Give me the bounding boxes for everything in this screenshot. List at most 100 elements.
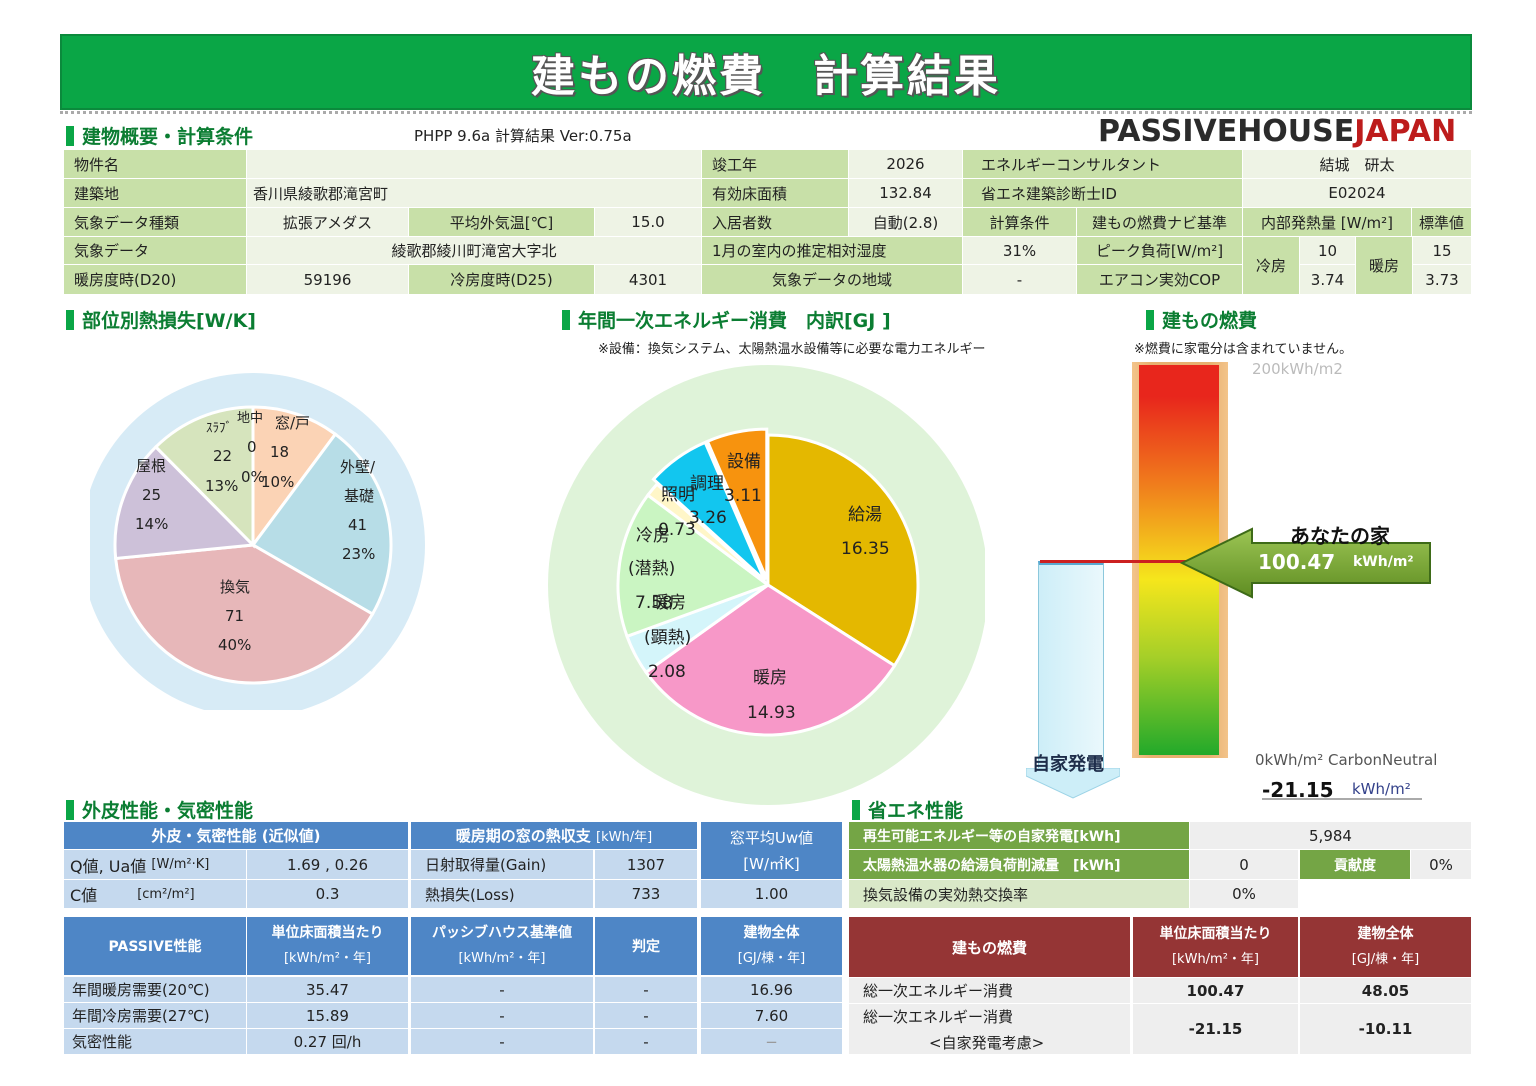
internal-gain-value: 標準値 (1412, 208, 1471, 236)
label-heat-sensible-name2: (顕熱) (644, 628, 691, 648)
cooling-label: 冷房 (1243, 237, 1299, 294)
calc-label: 計算条件 (963, 208, 1076, 236)
hdd-label: 暖房度時(D20) (64, 265, 246, 294)
pie-slice-equipment (705, 427, 769, 580)
humidity-value: 31% (963, 237, 1076, 264)
label-cool-latent-value: 7.58 (635, 593, 673, 613)
label-vent-name: 換気 (220, 578, 250, 596)
contribution-value: 0% (1411, 850, 1471, 879)
property-value (247, 150, 701, 178)
pie-slice-cooking (651, 440, 766, 582)
internal-gain-label: 内部発熱量 [W/m²] (1243, 208, 1411, 236)
site-value: 香川県綾歌郡滝宮町 (247, 179, 701, 207)
c-unit: [cm²/m²] (137, 886, 195, 902)
your-home-value: 100.47 (1258, 550, 1336, 574)
banner-divider (60, 110, 1472, 114)
self-generation-label: 自家発電 (1032, 754, 1104, 775)
uw-header-title: 窓平均Uw値 (729, 828, 814, 847)
renewable-value: 5,984 (1190, 822, 1471, 849)
cop-label: エアコン実効COP (1077, 265, 1242, 294)
table-row-label: 年間暖房需要(20℃) (64, 977, 246, 1002)
avg-temp-value: 15.0 (595, 208, 701, 236)
section-title-text: 建物概要・計算条件 (82, 126, 254, 148)
fuel-header-total-title: 建物全体 (1357, 926, 1414, 942)
climate-type-value: 拡張アメダス (247, 208, 408, 236)
pie-slice-window (251, 405, 338, 550)
label-vent-value: 71 (225, 607, 244, 625)
table-row-unit: 15.89 (247, 1003, 408, 1028)
label-roof-value: 25 (142, 486, 161, 504)
pie-slice-heating (643, 583, 897, 737)
peak-heating-value: 15 (1413, 237, 1471, 264)
fuel-header-total-sub: [GJ/棟・年] (1351, 952, 1420, 967)
window-balance-title: 暖房期の窓の熱収支 (455, 827, 591, 845)
loss-label: 熱損失(Loss) (411, 880, 593, 908)
label-cool-latent-name2: (潜熱) (628, 559, 675, 579)
climate-type-label: 気象データ種類 (64, 208, 246, 236)
table-row-judge: - (595, 977, 697, 1002)
your-home-arrow-icon (1180, 527, 1431, 599)
floor-area-label: 有効床面積 (702, 179, 848, 207)
loss-value: 733 (595, 880, 697, 908)
id-label: 省エネ建築診断士ID (963, 179, 1242, 207)
label-slab-name: ｽﾗﾌﾞ (206, 421, 232, 436)
label-cooking-name: 調理 (690, 474, 724, 494)
self-generation-underline (1262, 798, 1422, 800)
section-title-fuel: 建もの燃費 (1146, 306, 1257, 333)
window-balance-header: 暖房期の窓の熱収支 [kWh/年] (411, 822, 697, 849)
climate-region-label: 気象データの地域 (702, 265, 962, 294)
c-value: 0.3 (247, 880, 408, 908)
uw-value: 1.00 (701, 880, 842, 908)
occupants-value: 自動(2.8) (849, 208, 962, 236)
solar-label: 太陽熱温水器の給湯負荷削減量 [kWh] (849, 850, 1189, 879)
table-row-unit: 0.27 回/h (247, 1029, 408, 1054)
vent-exchange-label: 換気設備の実効熱交換率 (849, 880, 1189, 908)
vent-exchange-value: 0% (1190, 880, 1298, 908)
label-slab-pct: 13% (205, 477, 238, 495)
climate-value: 綾歌郡綾川町滝宮大字北 (247, 237, 701, 264)
c-label: C値 [cm²/m²] (64, 880, 246, 908)
window-balance-unit: [kWh/年] (596, 830, 653, 845)
label-cooking-value: 3.26 (689, 508, 727, 528)
self-generation-unit: kWh/m² (1352, 780, 1411, 798)
label-window-pct: 10% (261, 473, 294, 491)
label-cool-latent-name: 冷房 (636, 526, 670, 546)
brand-logo: PASSIVEHOUSEJAPAN (1098, 114, 1456, 149)
gain-value: 1307 (595, 850, 697, 879)
table-row-unit: 100.47 (1133, 978, 1298, 1003)
table-row-unit: -21.15 (1133, 1004, 1298, 1054)
table-row-label: 総一次エネルギー消費 <自家発電考慮> (849, 1004, 1130, 1054)
label-equipment-name: 設備 (727, 452, 761, 472)
q-label-text: Q値, Ua値 (70, 856, 147, 876)
version-label: PHPP 9.6a 計算結果 Ver:0.75a (414, 127, 632, 145)
pie-slice-slab (153, 405, 255, 549)
envelope-header: 外皮・気密性能 (近似値) (64, 822, 408, 849)
table-row-std: - (411, 1003, 593, 1028)
label-wall-name2: 基礎 (344, 487, 374, 505)
section-title-text: 建もの燃費 (1162, 310, 1258, 332)
cop-cooling-value: 3.74 (1300, 265, 1355, 294)
gauge-top-label: 200kWh/m2 (1252, 360, 1343, 378)
self-generation-arrow-icon (1026, 768, 1120, 799)
occupants-label: 入居者数 (702, 208, 848, 236)
label-window-name: 窓/戸 (275, 414, 310, 432)
label-equipment-value: 3.11 (724, 486, 762, 506)
section-title-text: 外皮性能・気密性能 (82, 800, 254, 822)
fuel-header-unit-title: 単位床面積当たり (1159, 926, 1272, 942)
site-label: 建築地 (64, 179, 246, 207)
consultant-value: 結城 研太 (1243, 150, 1471, 178)
completion-value: 2026 (849, 150, 962, 178)
self-generation-bar (1038, 561, 1104, 771)
label-window-value: 18 (270, 443, 289, 461)
gauge-bottom-label: 0kWh/m² CarbonNeutral (1255, 751, 1438, 769)
your-home-label: あなたの家 (1290, 524, 1390, 548)
label-roof-name: 屋根 (136, 457, 166, 475)
solar-value: 0 (1190, 850, 1298, 879)
table-row-std: - (411, 977, 593, 1002)
uw-header: 窓平均Uw値 [W/㎡K] (701, 822, 842, 879)
pie-slice-wall (250, 432, 393, 617)
label-heating-value: 14.93 (747, 703, 796, 723)
table-row-total: 7.60 (701, 1003, 842, 1028)
your-home-marker-line (1040, 560, 1190, 563)
table-row-label: 気密性能 (64, 1029, 246, 1054)
